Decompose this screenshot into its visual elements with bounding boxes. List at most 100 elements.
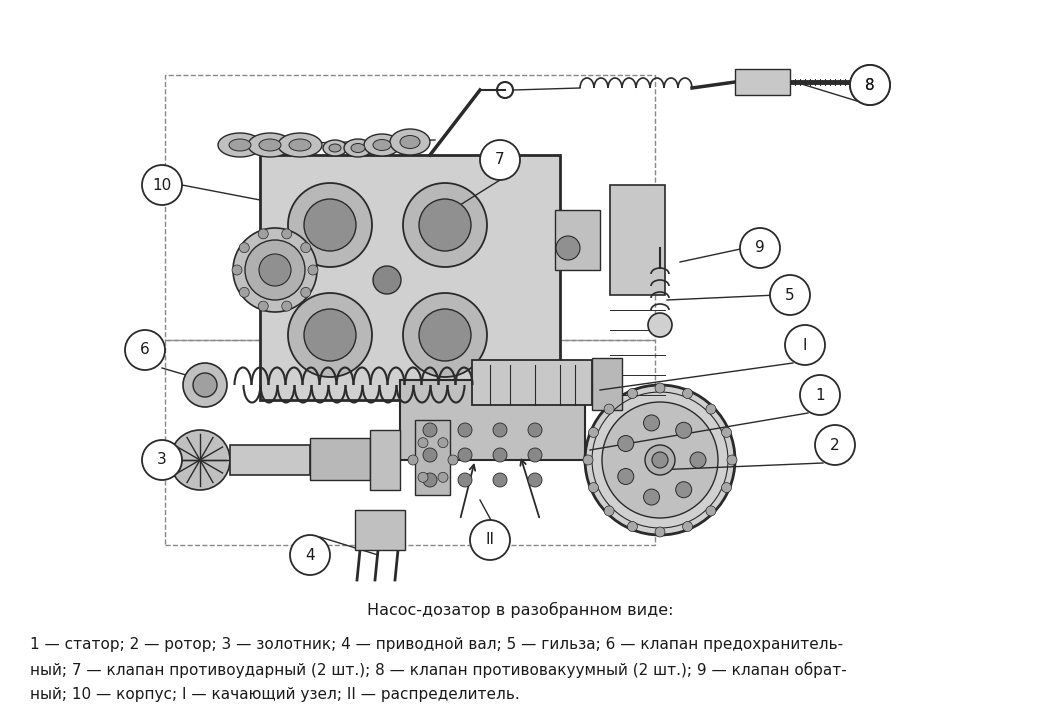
Circle shape (404, 293, 487, 377)
Circle shape (589, 428, 598, 438)
Ellipse shape (329, 144, 341, 152)
Circle shape (239, 243, 250, 253)
Circle shape (528, 473, 542, 487)
Circle shape (404, 183, 487, 267)
Circle shape (423, 473, 437, 487)
Circle shape (423, 448, 437, 462)
Bar (735, 69, 790, 95)
Text: 2: 2 (830, 438, 840, 452)
Bar (165, 75, 655, 340)
Circle shape (245, 240, 305, 300)
Ellipse shape (278, 133, 322, 157)
Circle shape (288, 183, 372, 267)
Bar (592, 358, 622, 410)
Circle shape (682, 521, 693, 531)
Circle shape (722, 428, 731, 438)
Circle shape (418, 438, 428, 448)
Circle shape (493, 448, 508, 462)
Circle shape (480, 140, 520, 180)
Circle shape (655, 527, 665, 537)
Circle shape (438, 472, 448, 482)
Circle shape (740, 228, 780, 268)
Ellipse shape (390, 129, 430, 155)
Circle shape (493, 473, 508, 487)
Circle shape (690, 452, 706, 468)
Circle shape (282, 229, 292, 239)
Circle shape (419, 199, 471, 251)
Circle shape (785, 325, 825, 365)
Circle shape (183, 363, 227, 407)
Circle shape (232, 265, 242, 275)
Circle shape (528, 448, 542, 462)
Circle shape (800, 375, 840, 415)
Ellipse shape (364, 134, 400, 156)
Bar (230, 445, 310, 475)
Circle shape (645, 445, 675, 475)
Polygon shape (355, 510, 405, 550)
Circle shape (644, 415, 659, 431)
Ellipse shape (289, 139, 311, 151)
Circle shape (419, 309, 471, 361)
Ellipse shape (344, 139, 372, 157)
Text: 5: 5 (785, 287, 795, 302)
Circle shape (258, 301, 268, 311)
Circle shape (233, 228, 317, 312)
Ellipse shape (373, 140, 391, 150)
Circle shape (470, 520, 510, 560)
Circle shape (602, 402, 718, 518)
Circle shape (458, 423, 472, 437)
Text: 8: 8 (865, 78, 875, 92)
Bar (400, 380, 584, 460)
Circle shape (850, 65, 890, 105)
Circle shape (458, 448, 472, 462)
Text: 4: 4 (305, 547, 315, 562)
Circle shape (290, 535, 330, 575)
Circle shape (676, 482, 692, 498)
Circle shape (193, 373, 217, 397)
Circle shape (304, 309, 356, 361)
Text: 3: 3 (157, 452, 166, 467)
Circle shape (556, 236, 580, 260)
FancyBboxPatch shape (260, 155, 560, 400)
Ellipse shape (323, 140, 347, 156)
Circle shape (727, 455, 737, 465)
Circle shape (438, 438, 448, 448)
Circle shape (142, 440, 182, 480)
Circle shape (373, 266, 401, 294)
Circle shape (448, 455, 458, 465)
Circle shape (604, 404, 614, 414)
Circle shape (239, 287, 250, 297)
Circle shape (655, 383, 665, 393)
Circle shape (676, 423, 692, 438)
Circle shape (258, 229, 268, 239)
Circle shape (706, 506, 716, 516)
Ellipse shape (259, 139, 281, 151)
Circle shape (125, 330, 165, 370)
Ellipse shape (218, 133, 262, 157)
Circle shape (648, 313, 672, 337)
Ellipse shape (352, 143, 365, 153)
Text: 9: 9 (755, 240, 764, 256)
Ellipse shape (248, 133, 292, 157)
Circle shape (282, 301, 292, 311)
Text: 1 — статор; 2 — ротор; 3 — золотник; 4 — приводной вал; 5 — гильза; 6 — клапан п: 1 — статор; 2 — ротор; 3 — золотник; 4 —… (30, 637, 843, 652)
Circle shape (170, 430, 230, 490)
Text: ный; 10 — корпус; I — качающий узел; II — распределитель.: ный; 10 — корпус; I — качающий узел; II … (30, 688, 520, 703)
Circle shape (423, 423, 437, 437)
Text: II: II (486, 533, 494, 547)
Circle shape (458, 473, 472, 487)
Circle shape (652, 452, 668, 468)
Circle shape (770, 275, 810, 315)
Text: ный; 7 — клапан противоударный (2 шт.); 8 — клапан противовакуумный (2 шт.); 9 —: ный; 7 — клапан противоударный (2 шт.); … (30, 662, 847, 678)
Circle shape (528, 423, 542, 437)
Bar (415, 420, 450, 495)
Circle shape (627, 521, 638, 531)
Circle shape (604, 506, 614, 516)
Bar (555, 210, 600, 270)
Text: 10: 10 (153, 178, 172, 192)
Circle shape (493, 423, 508, 437)
Circle shape (618, 469, 633, 485)
Text: I: I (803, 338, 807, 353)
Circle shape (301, 243, 311, 253)
Circle shape (589, 482, 598, 492)
